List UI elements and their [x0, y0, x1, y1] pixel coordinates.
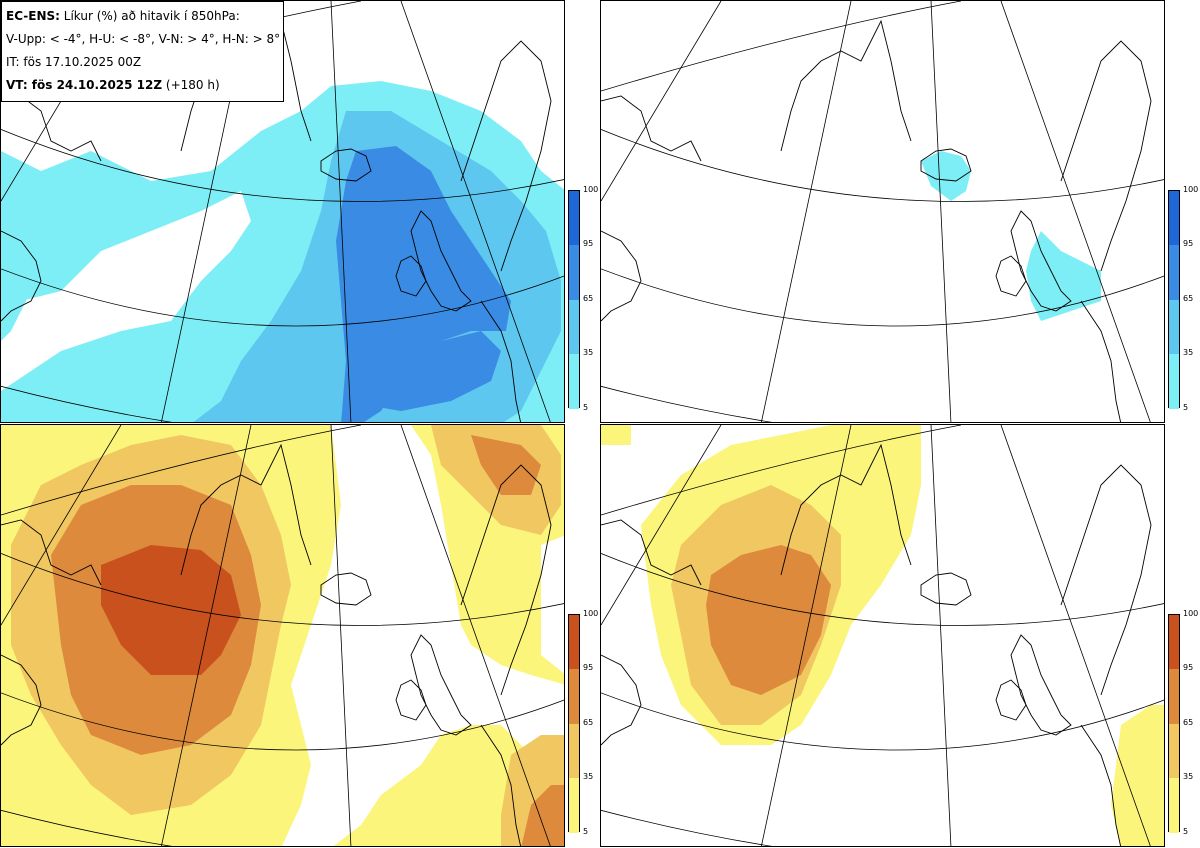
colorbar-warm-right [1168, 614, 1180, 833]
colorbar-seg-35-65 [1169, 724, 1179, 778]
colorbar-seg-65-95 [1169, 245, 1179, 300]
europe-coast [480, 300, 522, 422]
colorbar-seg-35-65 [569, 300, 579, 354]
colorbar-tick-label: 35 [1183, 772, 1194, 781]
map-panel-warm-strong [600, 424, 1165, 847]
map-panel-warm-moderate [0, 424, 565, 847]
colorbar-seg-35-65 [569, 724, 579, 778]
prob-region-65-95-east [361, 331, 501, 411]
probability-map-cold-moderate [1, 1, 564, 422]
legend-valid-time: VT: fös 24.10.2025 12Z [6, 78, 163, 92]
colorbar-tick-label: 100 [583, 609, 599, 618]
colorbar-tick-label: 65 [1183, 718, 1194, 727]
colorbar-seg-35-65 [1169, 300, 1179, 354]
legend-subtitle: Líkur (%) að hitavik í 850hPa: [59, 9, 240, 23]
legend-initial-time: IT: fös 17.10.2025 00Z [6, 55, 142, 69]
map-panel-cold-moderate: EC-ENS: Líkur (%) að hitavik í 850hPa: V… [0, 0, 565, 423]
colorbar-tick-label: 65 [583, 718, 594, 727]
colorbar-tick-label: 5 [1183, 403, 1189, 412]
britain-coast [410, 210, 472, 312]
colorbar-seg-95-100 [1169, 615, 1179, 669]
iceland-coast [320, 148, 372, 182]
prob-region-5-35-south [1111, 705, 1164, 846]
probability-map-cold-strong [601, 1, 1164, 422]
colorbar-tick-label: 100 [583, 185, 599, 194]
prob-region-0-5 [281, 425, 564, 846]
prob-region-5-35-north [601, 425, 631, 445]
colorbar-cold-right [1168, 190, 1180, 409]
colorbar-tick-label: 65 [583, 294, 594, 303]
colorbar-seg-65-95 [1169, 669, 1179, 724]
prob-region-5-35-britain [1026, 231, 1101, 321]
colorbar-seg-5-35 [1169, 354, 1179, 409]
north-america-coast [1, 230, 42, 322]
colorbar-seg-95-100 [569, 615, 579, 669]
colorbar-tick-label: 5 [583, 827, 589, 836]
prob-region-0-5-right [541, 535, 564, 674]
colorbar-tick-label: 95 [1183, 239, 1194, 248]
legend-thresholds: V-Upp: < -4°, H-U: < -8°, V-N: > 4°, H-N… [6, 32, 281, 46]
prob-region-65-95 [706, 545, 831, 695]
prob-region-95-100 [101, 545, 241, 675]
colorbar-tick-label: 5 [1183, 827, 1189, 836]
probability-map-warm-moderate [1, 425, 564, 846]
prob-region-65-95-northeast [471, 435, 541, 495]
colorbar-tick-label: 95 [583, 239, 594, 248]
colorbar-seg-65-95 [569, 669, 579, 724]
colorbar-tick-label: 95 [1183, 663, 1194, 672]
colorbar-seg-5-35 [569, 778, 579, 833]
colorbar-seg-65-95 [569, 245, 579, 300]
colorbar-tick-label: 100 [1183, 185, 1199, 194]
map-legend: EC-ENS: Líkur (%) að hitavik í 850hPa: V… [1, 1, 284, 102]
colorbar-seg-5-35 [1169, 778, 1179, 833]
colorbar-tick-label: 65 [1183, 294, 1194, 303]
scandinavia-coast [460, 40, 552, 272]
prob-region-5-35-west [1, 241, 31, 341]
colorbar-tick-label: 35 [1183, 348, 1194, 357]
colorbar-tick-label: 5 [583, 403, 589, 412]
colorbar-tick-label: 95 [583, 663, 594, 672]
colorbar-tick-label: 35 [583, 772, 594, 781]
colorbar-tick-label: 100 [1183, 609, 1199, 618]
map-panel-cold-strong [600, 0, 1165, 423]
prob-region-65-95-southeast [521, 785, 564, 846]
probability-map-warm-strong [601, 425, 1164, 846]
canada-coast [1, 95, 102, 162]
legend-lead-time: (+180 h) [162, 78, 220, 92]
colorbar-seg-95-100 [1169, 191, 1179, 245]
colorbar-warm-left [568, 614, 580, 833]
ireland-coast [395, 255, 427, 297]
legend-title: EC-ENS: [6, 9, 60, 23]
colorbar-seg-5-35 [569, 354, 579, 409]
prob-region-5-35-iceland [921, 151, 971, 201]
colorbar-tick-label: 35 [583, 348, 594, 357]
colorbar-cold-left [568, 190, 580, 409]
colorbar-seg-95-100 [569, 191, 579, 245]
